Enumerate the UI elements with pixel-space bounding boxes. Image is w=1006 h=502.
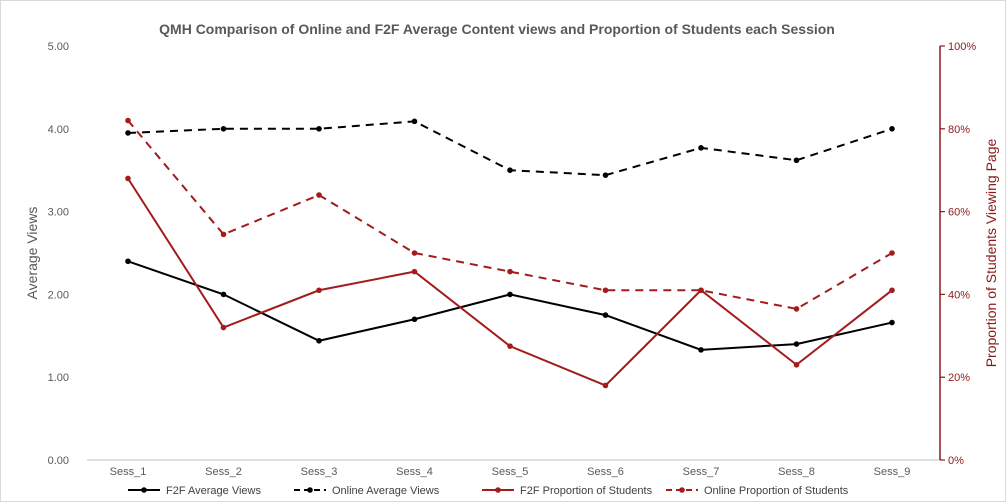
- y-tick-label: 1.00: [48, 372, 69, 384]
- y2-tick-label: 60%: [948, 207, 970, 219]
- x-tick-label: Sess_2: [205, 466, 242, 478]
- x-tick-label: Sess_8: [778, 466, 815, 478]
- data-point: [411, 250, 418, 256]
- series-1: [125, 118, 895, 178]
- y2-tick-label: 0%: [948, 455, 964, 467]
- legend-item: Online Proportion of Students: [666, 485, 849, 497]
- y-axis-label: Average Views: [24, 207, 40, 300]
- series-3: [125, 117, 895, 312]
- data-point: [125, 130, 131, 136]
- legend-marker: [307, 487, 313, 493]
- x-tick-label: Sess_3: [301, 466, 338, 478]
- data-point: [889, 126, 895, 132]
- legend-label: Online Average Views: [332, 485, 440, 497]
- axes: 0.00 1.00 2.00 3.00 4.00 5.00 0% 20% 40% 60% 80% 10…: [24, 41, 999, 478]
- series-0: [125, 258, 895, 353]
- x-tick-label: Sess_5: [492, 466, 529, 478]
- data-point: [125, 258, 131, 265]
- legend-item: F2F Average Views: [128, 485, 261, 497]
- data-point: [889, 319, 895, 326]
- x-tick-label: Sess_1: [110, 466, 147, 478]
- data-point: [507, 268, 513, 275]
- legend-item: F2F Proportion of Students: [482, 485, 653, 497]
- data-point: [698, 287, 704, 294]
- data-point: [602, 287, 609, 294]
- data-point: [316, 192, 322, 198]
- data-point: [125, 175, 131, 182]
- data-point: [602, 172, 609, 178]
- data-point: [507, 343, 513, 349]
- y-tick-label: 5.00: [48, 41, 69, 53]
- data-point: [411, 316, 418, 323]
- y2-tick-label: 80%: [948, 124, 970, 136]
- y2-tick-label: 100%: [948, 41, 976, 53]
- legend-label: F2F Proportion of Students: [520, 485, 653, 497]
- legend-item: Online Average Views: [294, 485, 440, 497]
- data-point: [411, 118, 418, 125]
- data-point: [316, 337, 322, 344]
- series-2: [125, 175, 895, 389]
- legend-marker: [679, 487, 685, 493]
- data-point: [316, 126, 322, 132]
- y-tick-label: 0.00: [48, 455, 69, 467]
- y-tick-label: 3.00: [48, 207, 69, 219]
- x-tick-label: Sess_4: [396, 466, 433, 478]
- data-point: [220, 324, 227, 331]
- data-point: [793, 306, 800, 312]
- series-layer: [125, 117, 895, 389]
- y2-tick-label: 40%: [948, 289, 970, 301]
- data-point: [220, 291, 227, 298]
- data-point: [602, 312, 609, 318]
- legend: F2F Average Views Online Average Views F2F…: [128, 485, 849, 497]
- chart-title: QMH Comparison of Online and F2F Average…: [159, 21, 835, 37]
- data-point: [889, 250, 895, 256]
- data-point: [507, 291, 513, 298]
- legend-marker: [495, 487, 501, 493]
- x-tick-label: Sess_6: [587, 466, 624, 478]
- data-point: [125, 117, 131, 124]
- x-tick-label: Sess_7: [683, 466, 720, 478]
- data-point: [793, 361, 800, 368]
- legend-marker: [141, 487, 147, 493]
- data-point: [220, 126, 227, 132]
- y-tick-label: 2.00: [48, 289, 69, 301]
- legend-label: F2F Average Views: [166, 485, 261, 497]
- data-point: [602, 382, 609, 389]
- data-point: [411, 268, 418, 275]
- y-tick-label: 4.00: [48, 124, 69, 136]
- data-point: [698, 145, 704, 151]
- data-point: [316, 287, 322, 294]
- legend-label: Online Proportion of Students: [704, 485, 849, 497]
- y2-tick-label: 20%: [948, 372, 970, 384]
- series-line: [127, 119, 893, 310]
- data-point: [698, 347, 704, 353]
- data-point: [220, 231, 227, 238]
- x-tick-label: Sess_9: [874, 466, 911, 478]
- data-point: [889, 287, 895, 294]
- data-point: [507, 167, 513, 173]
- data-point: [793, 341, 800, 347]
- data-point: [793, 157, 800, 164]
- y2-axis-label: Proportion of Students Viewing Page: [983, 139, 999, 368]
